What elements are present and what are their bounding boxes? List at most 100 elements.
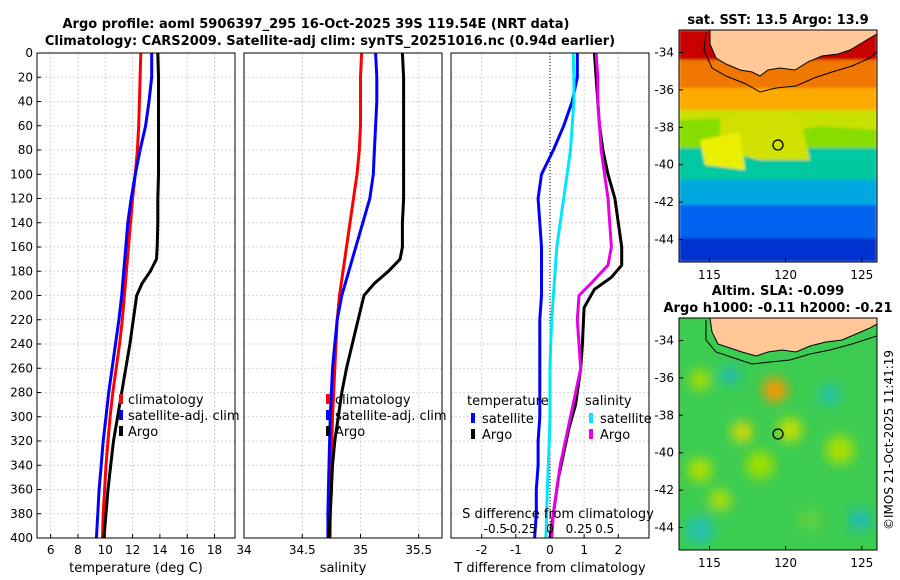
y-tick-label: 20: [18, 70, 33, 84]
x-tick-label: 16: [180, 543, 195, 557]
x-tick-label: 14: [152, 543, 167, 557]
sla-field: [686, 366, 871, 544]
map-y-tick-label: -44: [654, 233, 674, 247]
y-tick-label: 300: [10, 410, 33, 424]
sla-map-title-line-2: Argo h1000: -0.11 h2000: -0.21: [663, 301, 892, 316]
x-axis-label: salinity: [320, 561, 367, 576]
map-x-tick-label: 115: [698, 268, 721, 282]
y-tick-label: 360: [10, 483, 33, 497]
sst-land: [709, 30, 877, 77]
y-tick-label: 280: [10, 386, 33, 400]
map-y-tick-label: -40: [654, 158, 674, 172]
y-tick-label: 40: [18, 95, 33, 109]
map-y-tick-label: -34: [654, 333, 674, 347]
sst-map: sat. SST: 13.5 Argo: 13.9 115 120 125-34-3: [654, 13, 878, 282]
map-x-tick-label: 120: [774, 556, 797, 570]
y-tick-label: 400: [10, 531, 33, 545]
legend-group-title: temperature: [467, 394, 549, 409]
sst-map-title: sat. SST: 13.5 Argo: 13.9: [687, 13, 868, 28]
map-y-tick-label: -36: [654, 83, 674, 97]
legend-label: climatology: [128, 393, 204, 408]
series-line-argo: [102, 52, 160, 539]
y-tick-label: 320: [10, 434, 33, 448]
y-tick-label: 80: [18, 143, 33, 157]
sst-argo-marker: [772, 139, 784, 151]
y-tick-label: 0: [25, 46, 33, 60]
map-y-tick-label: -42: [654, 195, 674, 209]
legend-label: satellite: [600, 412, 652, 427]
secondary-tick-label: 0.5: [595, 522, 614, 536]
sla-map: Altim. SLA: -0.099 Argo h1000: -0.11 h20…: [654, 284, 892, 570]
legend-label: satellite-adj. clim: [128, 409, 240, 424]
title-line-2: Climatology: CARS2009. Satellite-adj cli…: [45, 34, 615, 49]
map-x-tick-label: 115: [698, 556, 721, 570]
x-tick-label: 10: [98, 543, 113, 557]
imos-watermark: ©IMOS 21-Oct-2025 11:41:19: [882, 350, 896, 530]
sla-map-axes: 115 120 125 -34 -36 -38 -40 -42 -44: [654, 333, 873, 570]
sla-argo-marker: [772, 428, 784, 440]
x-tick-label: 12: [125, 543, 140, 557]
x-axis-label: temperature (deg C): [69, 561, 203, 576]
sla-contour: [705, 320, 877, 365]
y-tick-label: 100: [10, 167, 33, 181]
y-tick-label: 380: [10, 507, 33, 521]
map-y-tick-label: -40: [654, 446, 674, 460]
x-tick-label: 8: [74, 543, 82, 557]
legend-group-title: salinity: [585, 394, 632, 409]
x-tick-label: 18: [207, 543, 222, 557]
y-tick-label: 220: [10, 313, 33, 327]
map-x-tick-label: 125: [850, 268, 873, 282]
sst-contour: [703, 31, 877, 93]
y-tick-label: 340: [10, 458, 33, 472]
secondary-tick-label: 0: [546, 522, 554, 536]
series-line-satellite-adj-clim: [94, 53, 154, 539]
sla-map-title-line-1: Altim. SLA: -0.099: [712, 284, 844, 299]
map-y-tick-label: -36: [654, 371, 674, 385]
x-tick-label: 34: [236, 543, 251, 557]
legend-label: satellite: [482, 412, 534, 427]
legend-label: Argo: [482, 428, 512, 443]
x-tick-label: -2: [476, 543, 488, 557]
y-tick-label: 140: [10, 216, 33, 230]
x-tick-label: 2: [614, 543, 622, 557]
secondary-tick-label: -0.25: [505, 522, 536, 536]
secondary-tick-label: 0.25: [566, 522, 593, 536]
x-tick-label: -1: [510, 543, 522, 557]
map-x-tick-label: 125: [850, 556, 873, 570]
map-x-tick-label: 120: [774, 268, 797, 282]
series-line-t-satellite: [533, 53, 579, 539]
series-line-argo: [327, 52, 406, 539]
legend-label: Argo: [600, 428, 630, 443]
x-tick-label: 35.5: [405, 543, 432, 557]
y-tick-label: 200: [10, 289, 33, 303]
x-tick-label: 1: [580, 543, 588, 557]
x-tick-label: 6: [47, 543, 55, 557]
legend-label: climatology: [335, 393, 411, 408]
y-tick-label: 260: [10, 361, 33, 375]
sst-field: [679, 30, 877, 262]
series-line-climatology: [328, 52, 364, 538]
secondary-tick-label: -0.5: [484, 522, 507, 536]
map-y-tick-label: -44: [654, 521, 674, 535]
y-tick-label: 160: [10, 240, 33, 254]
x-tick-label: 35: [353, 543, 368, 557]
sst-map-axes: 115 120 125 -34 -36 -38 -40 -42 -44: [654, 45, 873, 282]
map-y-tick-label: -38: [654, 120, 674, 134]
y-tick-label: 120: [10, 192, 33, 206]
x-axis-label: T difference from climatology: [453, 561, 646, 576]
series-line-climatology: [101, 52, 143, 539]
map-y-tick-label: -38: [654, 408, 674, 422]
y-tick-label: 180: [10, 264, 33, 278]
map-y-tick-label: -42: [654, 483, 674, 497]
plot-frame: [243, 52, 443, 539]
sla-land: [709, 318, 877, 357]
difference-profile-plot: -2 -1 0 1 2 T difference from climatology temp…: [450, 52, 654, 576]
legend-label: Argo: [335, 425, 365, 440]
secondary-axis-label: S difference from climatology: [462, 507, 654, 522]
salinity-profile-plot: 34 34.5 35 35.5 salinity climatologysatellite…: [236, 52, 447, 576]
x-tick-label: 34.5: [289, 543, 316, 557]
series-line-satellite-adj-clim: [326, 52, 379, 538]
title-line-1: Argo profile: aoml 5906397_295 16-Oct-20…: [63, 17, 570, 32]
y-tick-label: 240: [10, 337, 33, 351]
